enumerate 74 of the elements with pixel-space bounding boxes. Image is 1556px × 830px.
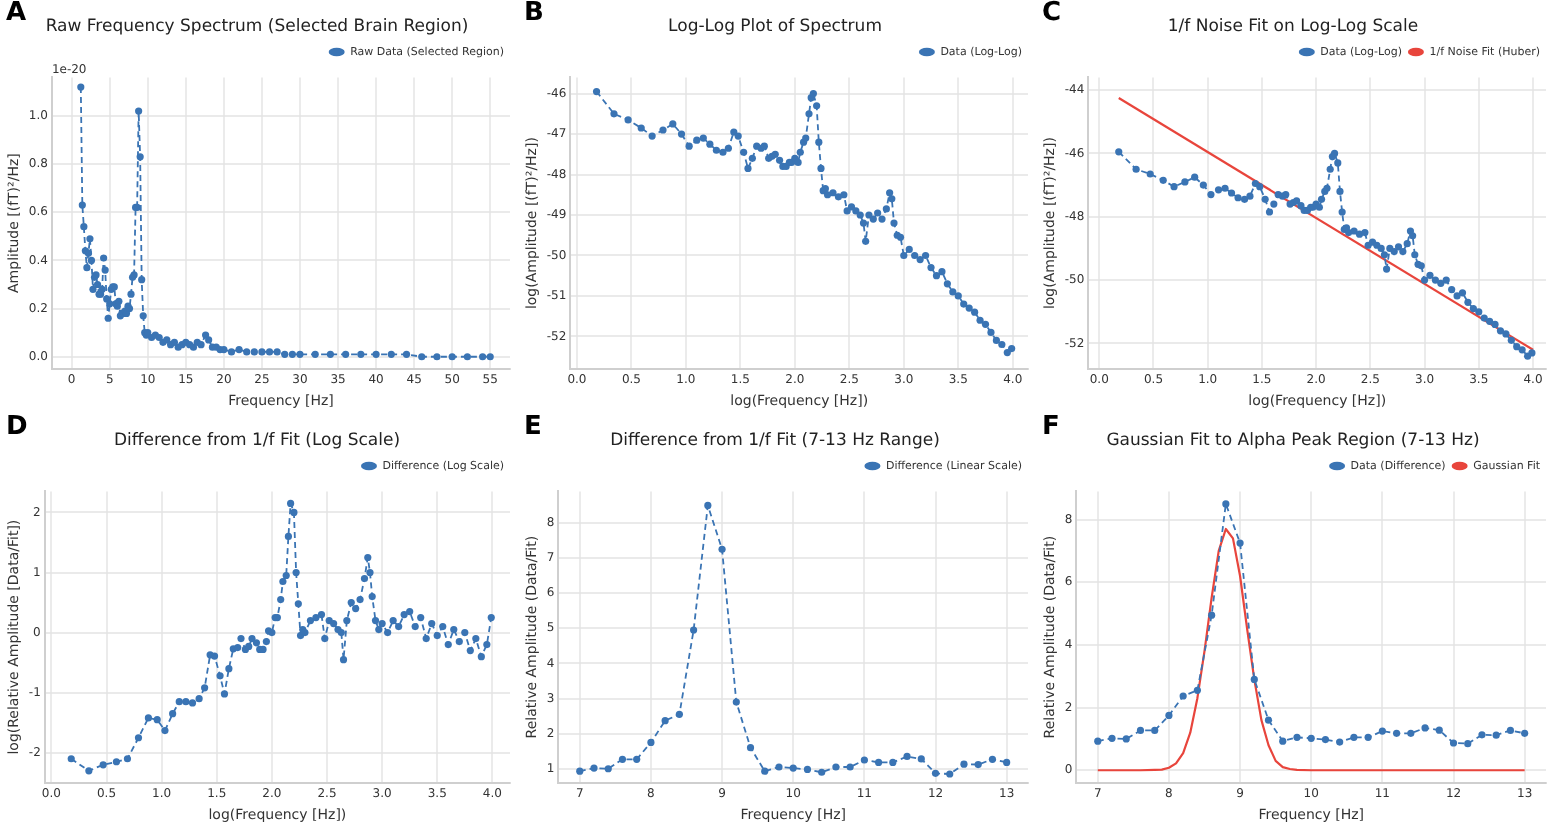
point [618, 755, 627, 763]
point [690, 626, 698, 634]
point [846, 763, 854, 771]
point [903, 752, 911, 761]
point [775, 763, 783, 771]
point [818, 768, 826, 776]
point [761, 767, 769, 775]
point [704, 501, 712, 510]
point [803, 765, 812, 774]
point [946, 770, 954, 778]
point [1521, 729, 1529, 737]
point [974, 760, 982, 769]
point [1293, 733, 1301, 741]
point [746, 744, 755, 752]
point [675, 710, 683, 718]
point [1350, 733, 1358, 741]
text: E [524, 412, 542, 442]
point [1421, 724, 1429, 732]
point [590, 764, 598, 772]
point [1179, 692, 1187, 700]
text: B [524, 0, 544, 28]
point [661, 717, 669, 725]
chart-title: Raw Frequency Spectrum (Selected Brain Region) [45, 16, 469, 37]
point [732, 698, 740, 706]
point [1378, 727, 1386, 735]
point [1208, 611, 1216, 619]
point [1094, 737, 1102, 745]
text: F [1042, 412, 1060, 442]
point [1279, 737, 1287, 745]
point [1151, 726, 1159, 735]
point [1307, 734, 1315, 742]
point [1321, 735, 1330, 744]
point [1449, 739, 1458, 747]
point [1264, 716, 1273, 724]
text: C [1042, 0, 1062, 28]
chart-title: 1/f Noise Fit on Log-Log Scale [1167, 16, 1419, 37]
text: D [6, 412, 28, 442]
point [1236, 539, 1244, 547]
point [1122, 735, 1130, 743]
point [860, 756, 868, 764]
point [1108, 734, 1116, 742]
point [576, 767, 584, 775]
point [1336, 738, 1344, 746]
point [1407, 729, 1415, 737]
point [718, 545, 726, 553]
chart-title: Difference from 1/f Fit (Log Scale) [113, 430, 401, 451]
point [1392, 729, 1401, 737]
point [633, 755, 641, 763]
point [1506, 726, 1515, 735]
point [1165, 711, 1173, 720]
point [1435, 726, 1443, 734]
point [960, 760, 968, 768]
chart-title: Difference from 1/f Fit (7-13 Hz Range) [610, 430, 940, 451]
point [1464, 740, 1472, 748]
point [1003, 758, 1011, 767]
chart-title: Log-Log Plot of Spectrum [668, 16, 882, 37]
point [988, 755, 997, 763]
point [931, 769, 940, 777]
point [917, 755, 925, 763]
point [789, 764, 797, 772]
text: A [6, 0, 27, 28]
point [647, 738, 655, 747]
point [1492, 731, 1500, 739]
point [832, 763, 840, 771]
point [1222, 500, 1230, 508]
point [604, 765, 612, 773]
point [1478, 731, 1486, 739]
point [1250, 675, 1258, 683]
point [1136, 726, 1145, 735]
chart-title: Gaussian Fit to Alpha Peak Region (7-13 Hz) [1106, 430, 1480, 451]
point [889, 758, 897, 767]
point [874, 758, 883, 767]
point [1193, 686, 1201, 694]
point [1364, 733, 1372, 741]
